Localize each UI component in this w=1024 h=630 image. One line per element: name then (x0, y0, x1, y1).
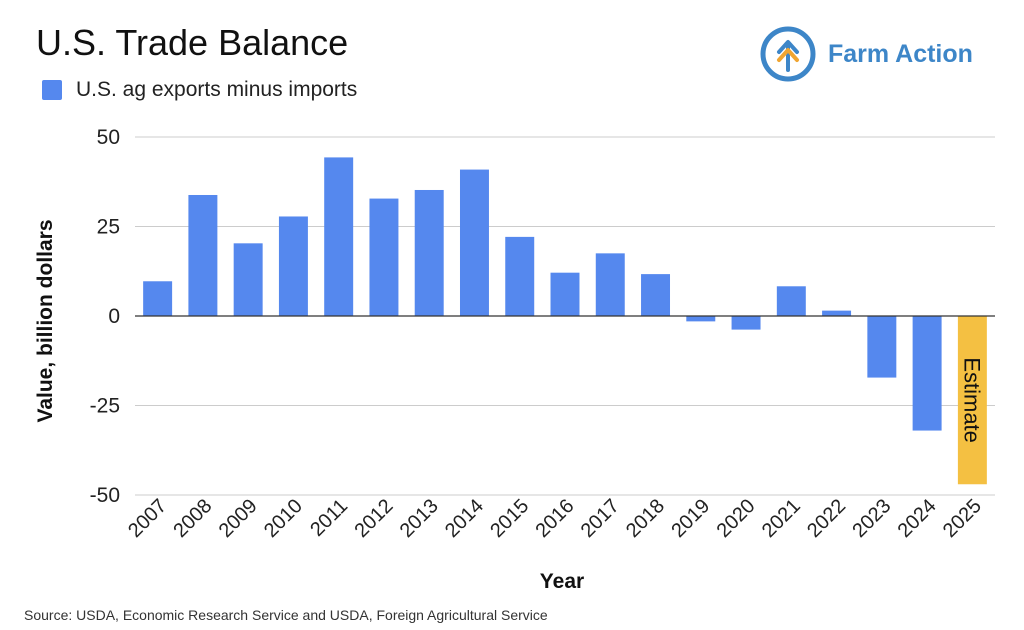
x-tick-label: 2015 (486, 495, 533, 542)
bar-2015 (505, 236, 535, 316)
bar-2008 (188, 194, 218, 316)
x-tick-label: 2017 (577, 495, 624, 542)
x-tick-label: 2019 (667, 495, 714, 542)
y-tick-label: 0 (108, 305, 120, 328)
y-tick-labels: -50 -25 0 25 50 (90, 126, 120, 507)
bar-2007 (143, 281, 173, 316)
x-axis-label: Year (540, 570, 584, 593)
x-tick-label: 2013 (396, 495, 443, 542)
bar-2021 (776, 286, 806, 316)
bar-2018 (641, 274, 671, 316)
x-tick-label: 2023 (848, 495, 895, 542)
chart-title: U.S. Trade Balance (36, 22, 349, 63)
x-tick-label: 2011 (306, 495, 352, 541)
upward-arrow-circle-logo-icon (760, 26, 816, 82)
source-note: Source: USDA, Economic Research Service … (24, 607, 548, 623)
y-axis-label: Value, billion dollars (34, 219, 57, 422)
x-tick-label: 2008 (169, 495, 216, 542)
x-tick-label: 2016 (532, 495, 579, 542)
x-tick-label: 2007 (124, 495, 171, 542)
x-tick-label: 2009 (215, 495, 262, 542)
bar-2020 (731, 316, 761, 330)
bar-2022 (822, 310, 852, 316)
bar-2011 (324, 157, 354, 316)
bar-2019 (686, 316, 716, 322)
x-tick-label: 2010 (260, 495, 307, 542)
gridlines (135, 136, 995, 496)
bar-2014 (459, 169, 489, 316)
x-tick-label: 2025 (939, 495, 986, 542)
brand-logo: Farm Action (760, 26, 973, 82)
estimate-label: Estimate (959, 357, 984, 443)
bar-2013 (414, 189, 444, 316)
bar-2010 (278, 216, 308, 316)
x-tick-label: 2018 (622, 495, 669, 542)
bar-2016 (550, 272, 580, 316)
x-tick-label: 2020 (713, 495, 760, 542)
y-tick-label: 25 (97, 216, 120, 239)
y-tick-label: -25 (90, 395, 120, 418)
y-tick-label: 50 (97, 126, 120, 149)
brand-name: Farm Action (828, 39, 973, 68)
x-tick-label: 2012 (350, 495, 397, 542)
bar-2025 (957, 316, 987, 485)
x-tick-label: 2024 (894, 495, 941, 542)
bar-2024 (912, 316, 942, 431)
y-tick-label: -50 (90, 484, 120, 507)
x-tick-label: 2022 (803, 495, 850, 542)
bar-2012 (369, 198, 399, 316)
legend-label: U.S. ag exports minus imports (76, 78, 358, 101)
bar-2017 (595, 253, 625, 316)
x-tick-label: 2021 (758, 495, 805, 542)
x-tick-label: 2014 (441, 495, 488, 542)
legend-swatch (42, 80, 62, 100)
legend: U.S. ag exports minus imports (42, 78, 357, 102)
bar-2023 (867, 316, 897, 378)
bars (143, 157, 987, 485)
bar-2009 (233, 243, 263, 316)
